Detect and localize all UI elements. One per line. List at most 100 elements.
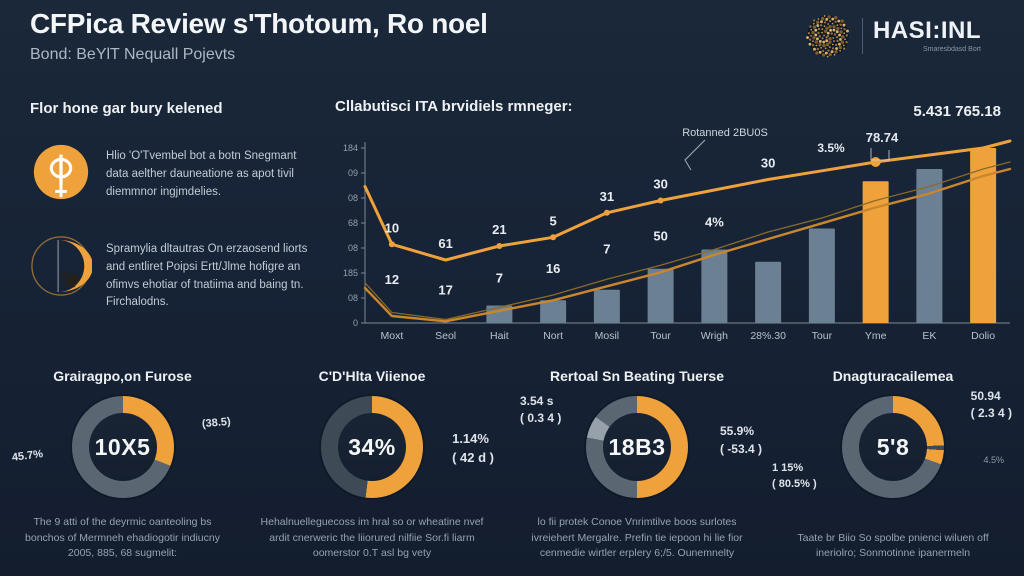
x-axis-label: EK: [922, 330, 936, 342]
logo-dot: [841, 35, 845, 39]
chart-annotation-pct2: 78.74: [866, 130, 899, 145]
logo-dot: [824, 47, 827, 50]
logo-dot: [814, 33, 818, 37]
logo-dot: [820, 20, 823, 24]
logo-dot: [838, 45, 843, 50]
logo-dot: [822, 43, 826, 48]
donut-label: 1.14%( 42 d ): [452, 431, 494, 466]
donut-label: 3.54 s( 0.3 4 ): [520, 393, 562, 426]
logo-dot: [820, 47, 822, 49]
lower-line: [363, 167, 1012, 323]
logo-dot: [834, 43, 838, 47]
feature-text: Spramylia dltautras On erzaosend liorts …: [106, 243, 308, 309]
logo-dot: [833, 53, 836, 56]
chart-title: Cllabutisci ITA brvidiels rmneger:: [335, 98, 573, 115]
logo-dot: [832, 37, 835, 39]
logo-dot: [818, 42, 822, 47]
logo-dot: [831, 43, 834, 46]
data-label: 7: [496, 270, 503, 285]
logo-dot: [815, 51, 819, 55]
y-axis-label: 08: [348, 293, 358, 303]
data-label: 5: [550, 213, 557, 228]
logo-dot: [811, 30, 815, 35]
logo-dot: [817, 18, 820, 20]
logo-dot: [818, 35, 821, 38]
donut-label: 45.7%: [11, 448, 44, 465]
logo-dot: [832, 28, 836, 32]
donut-footer-text: lo fii protek Conoe Vnrimtilve boos surl…: [531, 515, 743, 560]
donut-ring: 10X5: [71, 396, 174, 498]
donut-ring: 34%: [321, 396, 423, 498]
logo-dot: [839, 49, 841, 52]
logo-dot: [843, 32, 846, 35]
logo-dot: [835, 36, 839, 39]
x-axis-label: Nort: [543, 330, 563, 342]
logo-dot: [823, 15, 826, 17]
x-axis-label: Moxt: [380, 330, 403, 342]
logo-dot: [834, 16, 838, 20]
x-axis-label: Wrigh: [701, 330, 728, 342]
feature-item: Spramylia dltautras On erzaosend liorts …: [30, 233, 315, 312]
donut-center-value: 34%: [348, 433, 396, 460]
logo-dot: [831, 17, 835, 21]
logo-dot: [821, 31, 823, 34]
logo-dot: [816, 47, 819, 51]
half-moon-icon: [30, 233, 93, 304]
y-axis-label: 08: [348, 193, 358, 203]
combo-chart: 184 09 08 68 08 185 08 0 Moxt Seol Hait Nort Mosil To…: [343, 103, 1012, 342]
y-axis-label: 68: [348, 218, 358, 228]
brand-divider: [862, 18, 863, 54]
x-axis-label: Tour: [812, 330, 833, 342]
bar: [862, 181, 889, 323]
logo-dot: [833, 40, 835, 43]
page-subtitle: Bond: BeYlT Nequall Pojevts: [30, 46, 236, 63]
logo-dot: [821, 16, 825, 21]
x-axis-label: Seol: [435, 330, 456, 342]
y-axis-label: 08: [348, 243, 358, 253]
logo-dot: [825, 36, 828, 39]
logo-dot: [825, 17, 829, 21]
donut-center-value: 10X5: [94, 433, 151, 460]
line-marker-big: [870, 157, 881, 167]
logo-dot: [821, 53, 826, 57]
data-label: 12: [385, 272, 399, 287]
logo-dot: [826, 31, 830, 35]
bar: [916, 169, 943, 323]
data-label: 61: [438, 236, 452, 251]
brand-name: HASI:INL: [873, 17, 981, 44]
donut-ring: 5'8: [842, 396, 944, 498]
donut-footer-text: Taate br Biio So spolbe pnienci wiluen o…: [797, 531, 989, 560]
donut-card: C'D'Hlta Viienoe 34% 1.14%( 42 d ) Hehal…: [248, 362, 496, 568]
logo-dot: [827, 23, 829, 25]
logo-dot: [830, 50, 834, 54]
brand-subtitle: Smaresbdasd Bort: [923, 46, 981, 53]
donut-card: Dnagturacailemea 5'8 50.94( 2.3 4 ) 4.5% 1…: [772, 362, 1014, 568]
logo-dot: [821, 37, 824, 40]
logo-dot: [811, 44, 815, 47]
logo-dot: [844, 38, 846, 41]
logo-dot: [826, 55, 829, 58]
logo-dot: [812, 22, 815, 25]
logo-dot: [823, 29, 828, 33]
logo-dot: [822, 40, 826, 44]
upper-line: [363, 139, 1012, 262]
donut-ring: 18B3: [586, 396, 688, 498]
logo-dot: [827, 49, 830, 52]
donut-title: C'D'Hlta Viienoe: [318, 368, 426, 384]
logo-dot: [827, 35, 829, 37]
logo-dot: [812, 25, 817, 29]
logo-dot: [817, 31, 820, 35]
chart-annotation-pct1: 3.5%: [817, 141, 845, 155]
logo-dot: [836, 39, 839, 43]
logo-dot: [825, 26, 829, 31]
logo-dot: [834, 20, 837, 23]
logo-dot: [832, 24, 836, 29]
donut-title: Rertoal Sn Beating Tuerse: [549, 368, 724, 384]
data-label: 10: [385, 220, 399, 235]
brand-block: HASI:INL Smaresbdasd Bort: [806, 10, 1016, 62]
line-marker: [603, 209, 610, 216]
logo-dot: [842, 47, 846, 50]
logo-dot: [814, 40, 819, 44]
x-axis-label: Yme: [865, 330, 887, 342]
